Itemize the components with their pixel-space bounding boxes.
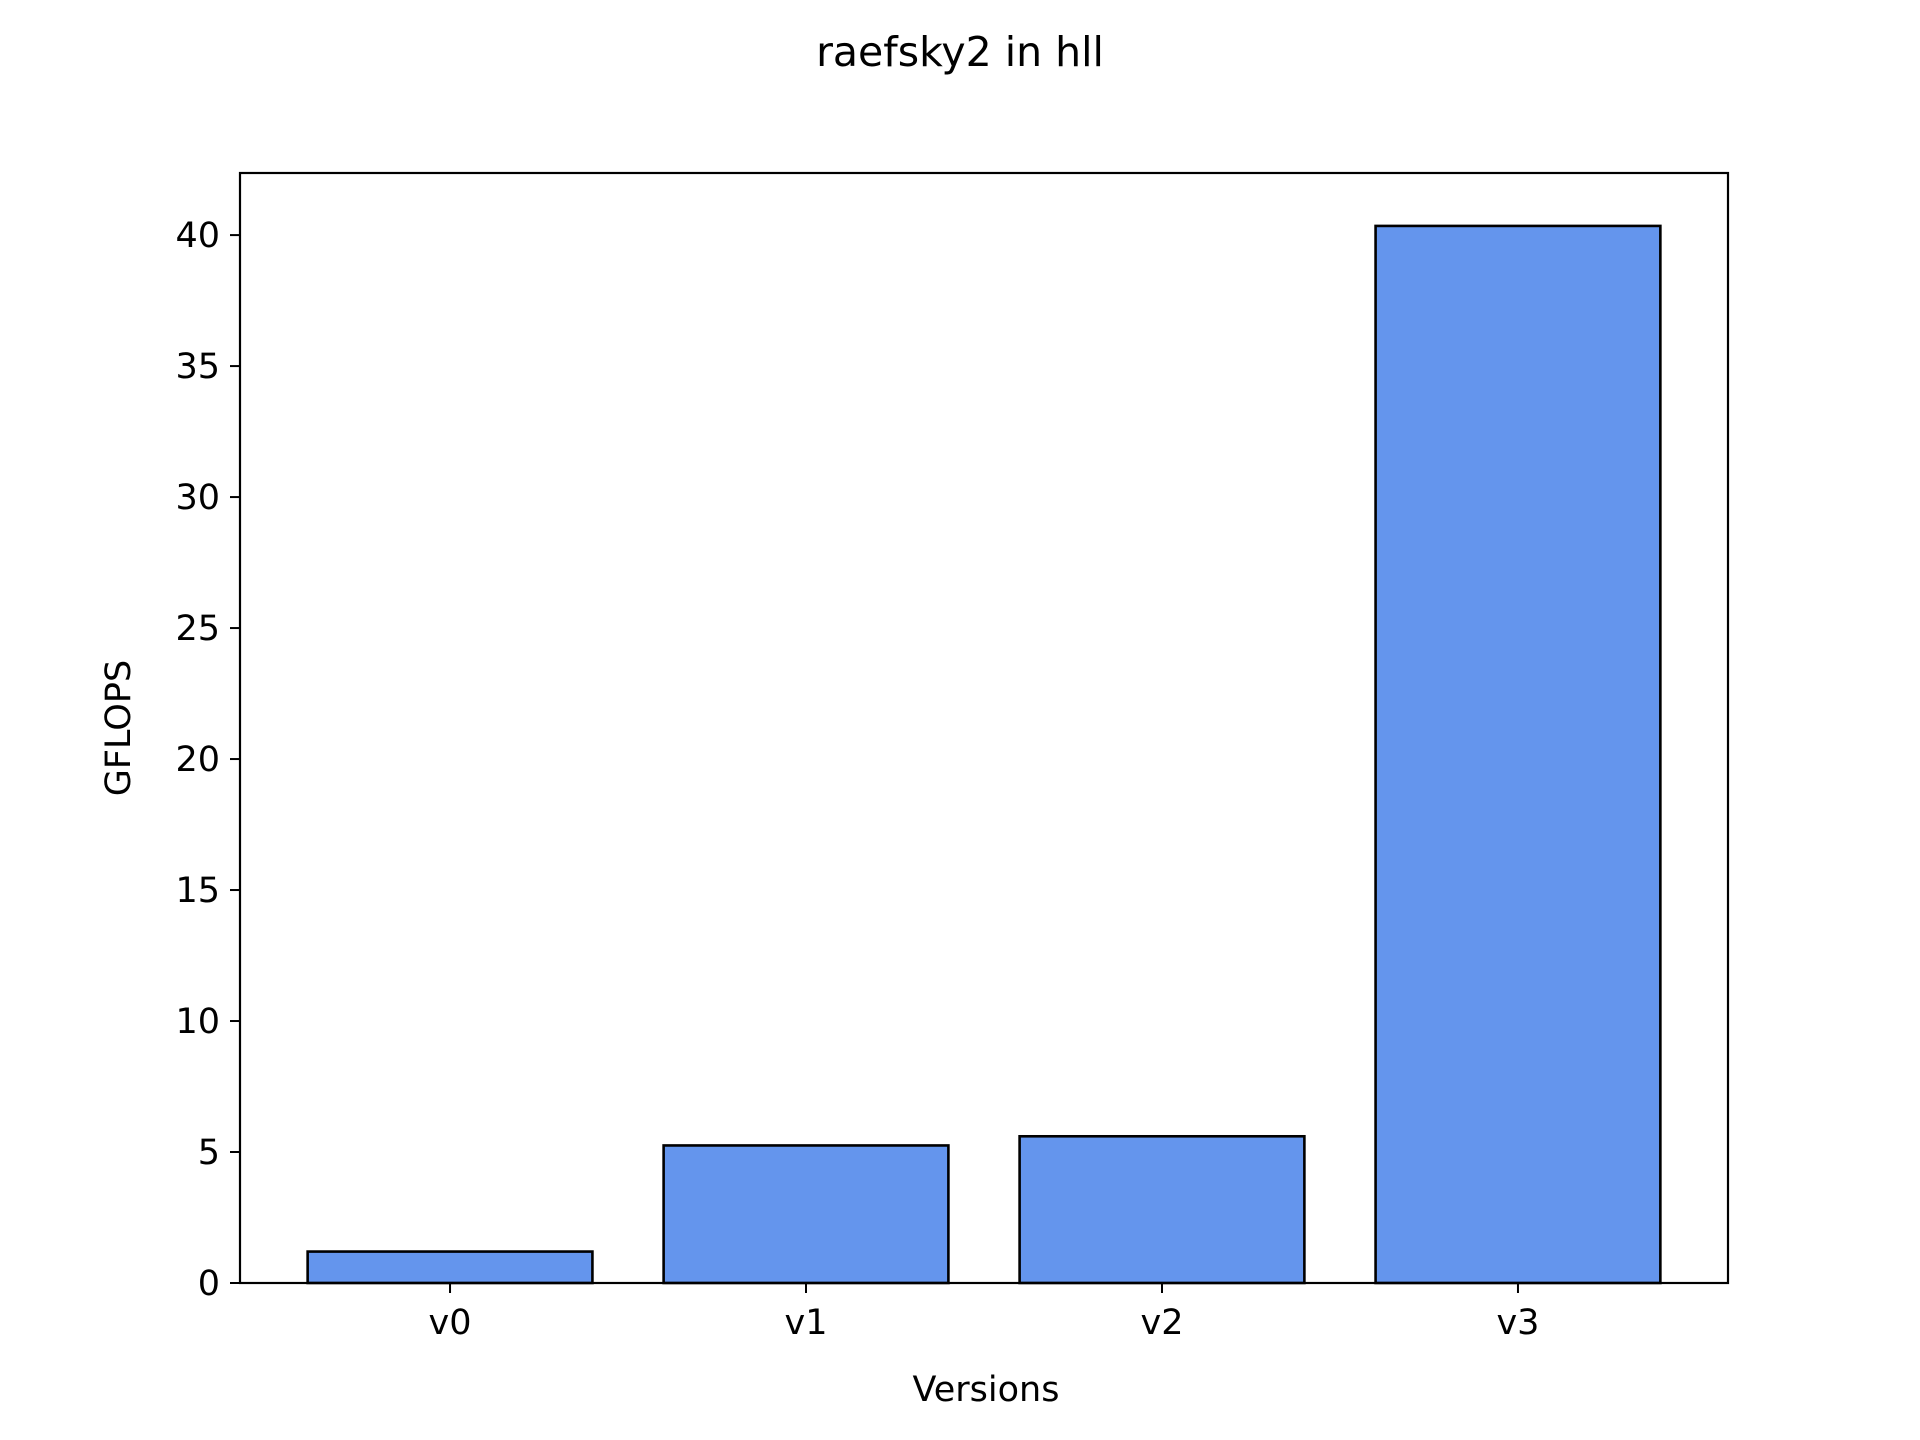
y-axis: 0 5 10 15 20 25 30 35 40	[175, 216, 240, 1304]
y-tick-label-25: 25	[175, 609, 220, 649]
x-axis-label: Versions	[913, 1370, 1060, 1410]
bar-v1	[662, 1144, 950, 1285]
y-tick-label-5: 5	[198, 1133, 220, 1173]
y-tick-label-10: 10	[175, 1002, 220, 1042]
y-tick-label-0: 0	[198, 1264, 220, 1304]
bar-v0	[306, 1250, 594, 1285]
bar-v2	[1018, 1134, 1306, 1285]
y-tick-label-40: 40	[175, 216, 220, 256]
bars-group	[306, 224, 1662, 1285]
x-tick-label-v0: v0	[429, 1303, 472, 1343]
y-tick-label-30: 30	[175, 478, 220, 518]
x-tick-label-v2: v2	[1140, 1303, 1183, 1343]
y-tick-label-20: 20	[175, 740, 220, 780]
y-tick-label-35: 35	[175, 347, 220, 387]
x-tick-label-v3: v3	[1496, 1303, 1539, 1343]
y-axis-label: GFLOPS	[99, 660, 139, 796]
chart-title: raefsky2 in hll	[816, 28, 1104, 76]
x-axis: v0 v1 v2 v3	[429, 1283, 1539, 1343]
x-tick-label-v1: v1	[785, 1303, 828, 1343]
axes-frame	[238, 171, 1730, 1285]
y-tick-label-15: 15	[175, 871, 220, 911]
bar-v3	[1374, 224, 1662, 1285]
plot-area: 0 5 10 15 20 25 30 35 40 v0 v1 v2 v3	[175, 171, 1730, 1343]
